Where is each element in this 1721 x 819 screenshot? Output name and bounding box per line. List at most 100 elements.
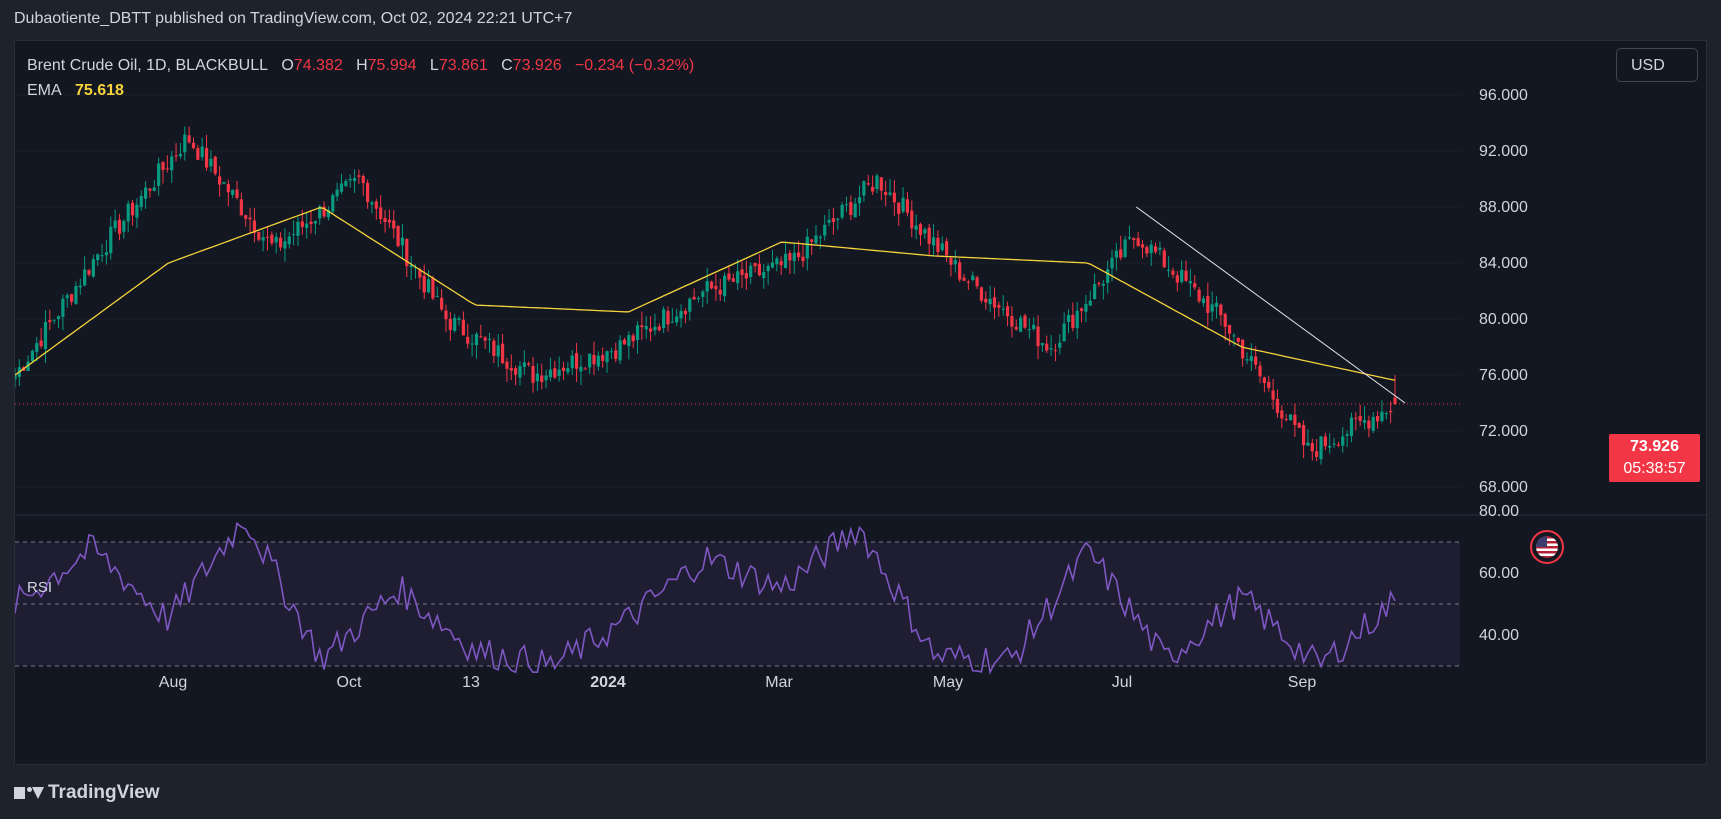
- candle-body: [910, 210, 914, 229]
- candle-body: [457, 318, 461, 321]
- candle-body: [440, 297, 444, 310]
- candle-body: [1053, 350, 1058, 352]
- candle-body: [322, 206, 326, 217]
- candle-body: [1227, 324, 1232, 334]
- chart-canvas[interactable]: 96.000 92.000 88.000 84.000 80.000 76.000 72.0…: [15, 41, 1707, 765]
- chart-panel[interactable]: 96.000 92.000 88.000 84.000 80.000 76.000 72.0…: [14, 40, 1707, 765]
- candle-body: [165, 168, 169, 170]
- candle-body: [109, 226, 113, 254]
- candle-body: [844, 204, 849, 206]
- candles: [15, 126, 1397, 465]
- candle-body: [831, 218, 836, 222]
- candle-body: [1384, 413, 1388, 415]
- candle-body: [1280, 410, 1284, 419]
- candle-body: [766, 265, 770, 272]
- candle-body: [213, 156, 217, 174]
- candle-body: [135, 204, 139, 218]
- candle-body: [783, 253, 788, 268]
- close-label: C: [501, 57, 513, 74]
- candle-body: [666, 311, 670, 325]
- time-axis-label: Sep: [1288, 674, 1317, 691]
- candle-body: [561, 367, 566, 371]
- ema-row: EMA 75.618: [27, 78, 694, 103]
- price-axis-label: 84.000: [1479, 255, 1528, 272]
- candle-body: [65, 295, 69, 299]
- candle-body: [265, 236, 270, 238]
- trendline: [1135, 206, 1406, 404]
- candle-body: [936, 237, 940, 252]
- candle-body: [1001, 308, 1005, 310]
- candle-body: [958, 262, 962, 280]
- candle-body: [905, 199, 910, 213]
- candle-body: [635, 325, 640, 341]
- candle-body: [657, 326, 661, 331]
- candle-body: [157, 163, 161, 186]
- candle-body: [313, 221, 317, 224]
- candle-body: [196, 148, 200, 160]
- candle-body: [479, 336, 483, 338]
- candle-body: [997, 304, 1001, 308]
- candle-body: [962, 277, 966, 281]
- candle-body: [1036, 326, 1040, 347]
- candle-body: [1175, 275, 1179, 283]
- candle-body: [48, 320, 52, 323]
- symbol-label[interactable]: Brent Crude Oil, 1D, BLACKBULL: [27, 57, 268, 74]
- candle-body: [814, 235, 818, 244]
- candle-body: [579, 366, 583, 372]
- candle-body: [1097, 283, 1101, 285]
- candle-body: [300, 221, 304, 227]
- candle-body: [148, 188, 152, 191]
- y-axis: 96.000 92.000 88.000 84.000 80.000 76.000 72.0…: [1479, 87, 1528, 644]
- candle-body: [392, 220, 396, 229]
- candle-body: [918, 224, 923, 235]
- candle-body: [1188, 281, 1192, 284]
- candle-body: [1049, 348, 1053, 350]
- candle-body: [596, 355, 600, 367]
- candle-body: [405, 238, 409, 267]
- candle-body: [305, 223, 309, 229]
- candle-body: [692, 296, 696, 300]
- candle-body: [901, 197, 905, 212]
- candle-body: [927, 227, 931, 244]
- candle-body: [914, 225, 918, 230]
- candle-body: [518, 366, 522, 378]
- candle-body: [383, 218, 387, 223]
- rsi-axis-label: 60.00: [1479, 565, 1519, 582]
- candle-body: [1110, 257, 1114, 269]
- candle-body: [83, 269, 87, 286]
- candle-body: [366, 182, 370, 203]
- candle-body: [801, 256, 805, 262]
- candle-body: [152, 187, 156, 191]
- candle-body: [1362, 420, 1367, 423]
- footer-brand-name: TradingView: [48, 782, 160, 803]
- candle-body: [122, 220, 126, 232]
- candle-body: [857, 197, 862, 204]
- candle-body: [1101, 283, 1105, 286]
- candle-body: [614, 350, 618, 359]
- candle-body: [1014, 326, 1018, 330]
- candle-body: [984, 298, 988, 303]
- candle-body: [505, 361, 509, 369]
- candle-body: [222, 182, 226, 184]
- candle-body: [309, 221, 313, 225]
- candle-body: [527, 363, 531, 365]
- footer-brand[interactable]: TradingView: [14, 782, 160, 804]
- rsi-label[interactable]: RSI: [27, 579, 53, 596]
- candle-body: [601, 355, 605, 361]
- candle-body: [544, 375, 548, 381]
- candle-body: [1136, 238, 1140, 247]
- candle-body: [1023, 315, 1027, 328]
- candle-body: [1079, 308, 1084, 311]
- ema-label[interactable]: EMA: [27, 82, 62, 99]
- currency-button[interactable]: USD: [1616, 48, 1698, 82]
- us-flag-icon[interactable]: [1530, 530, 1564, 564]
- candle-body: [923, 229, 927, 234]
- candle-body: [979, 287, 984, 301]
- candle-body: [226, 183, 230, 193]
- candle-body: [1332, 443, 1336, 445]
- candle-body: [218, 176, 222, 185]
- tradingview-logo-icon: [14, 785, 44, 801]
- candle-body: [736, 271, 740, 284]
- candle-body: [1249, 356, 1253, 361]
- candle-body: [644, 326, 648, 330]
